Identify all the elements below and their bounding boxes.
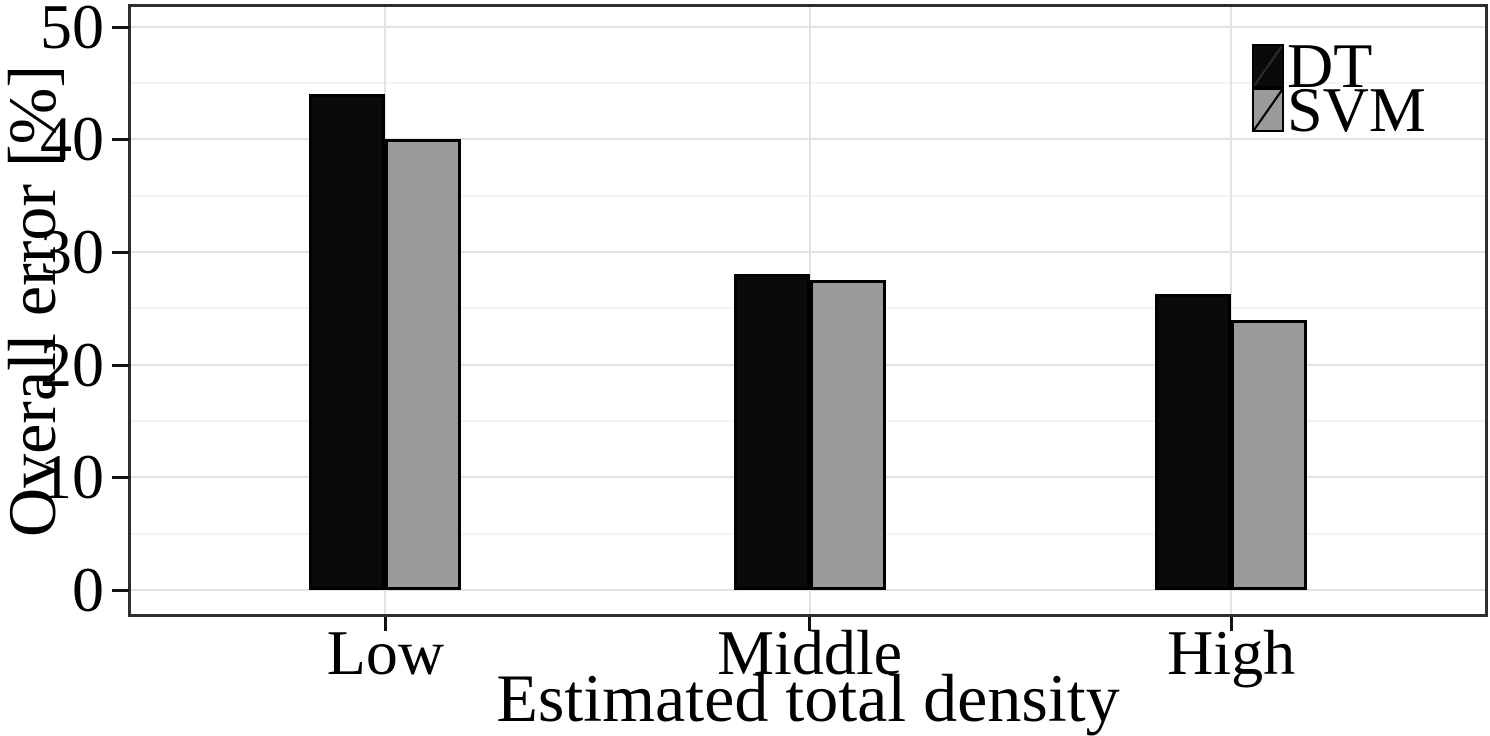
- y-tick: [112, 250, 129, 254]
- bar-dt-high: [1155, 293, 1232, 590]
- legend-item-svm: SVM: [1252, 74, 1426, 145]
- major-gridline: [131, 250, 1485, 253]
- y-tick-label: 0: [72, 554, 104, 625]
- diagonal-slash-icon: [1254, 90, 1282, 130]
- x-tick: [383, 617, 387, 631]
- major-gridline: [131, 138, 1485, 141]
- legend-label-svm: SVM: [1287, 74, 1426, 145]
- legend: DT SVM: [1252, 30, 1426, 145]
- y-tick: [112, 589, 129, 592]
- y-tick-label: 40: [40, 103, 104, 175]
- category-gridline: [1230, 7, 1233, 614]
- bar-svm-high: [1231, 319, 1308, 590]
- legend-key-dt-swatch: [1252, 44, 1284, 88]
- y-tick: [112, 363, 129, 367]
- x-tick: [808, 617, 812, 631]
- legend-item-dt: DT: [1252, 30, 1426, 101]
- x-axis-title: Estimated total density: [496, 660, 1120, 736]
- x-tick: [1229, 617, 1233, 631]
- x-tick-label-low: Low: [326, 617, 445, 688]
- y-tick: [112, 138, 129, 142]
- diagonal-slash-icon: [1254, 46, 1282, 86]
- y-tick: [112, 476, 129, 480]
- major-gridline: [131, 589, 1485, 591]
- legend-label-dt: DT: [1287, 30, 1373, 101]
- legend-key-svm-swatch: [1252, 88, 1284, 132]
- bar-svm-low: [385, 139, 462, 590]
- minor-gridline: [131, 81, 1485, 84]
- bar-dt-low: [309, 94, 386, 590]
- x-tick-label-middle: Middle: [717, 617, 903, 688]
- y-tick-label: 30: [40, 215, 104, 287]
- y-tick-label: 10: [40, 441, 104, 513]
- y-tick: [112, 25, 129, 29]
- plot-panel: DT SVM: [128, 4, 1488, 617]
- bar-svm-middle: [809, 280, 886, 590]
- y-tick-label: 50: [40, 0, 104, 62]
- major-gridline: [131, 25, 1485, 28]
- y-tick-label: 20: [40, 328, 104, 400]
- x-tick-label-high: High: [1167, 617, 1296, 688]
- minor-gridline: [131, 194, 1485, 197]
- bar-dt-middle: [733, 274, 810, 590]
